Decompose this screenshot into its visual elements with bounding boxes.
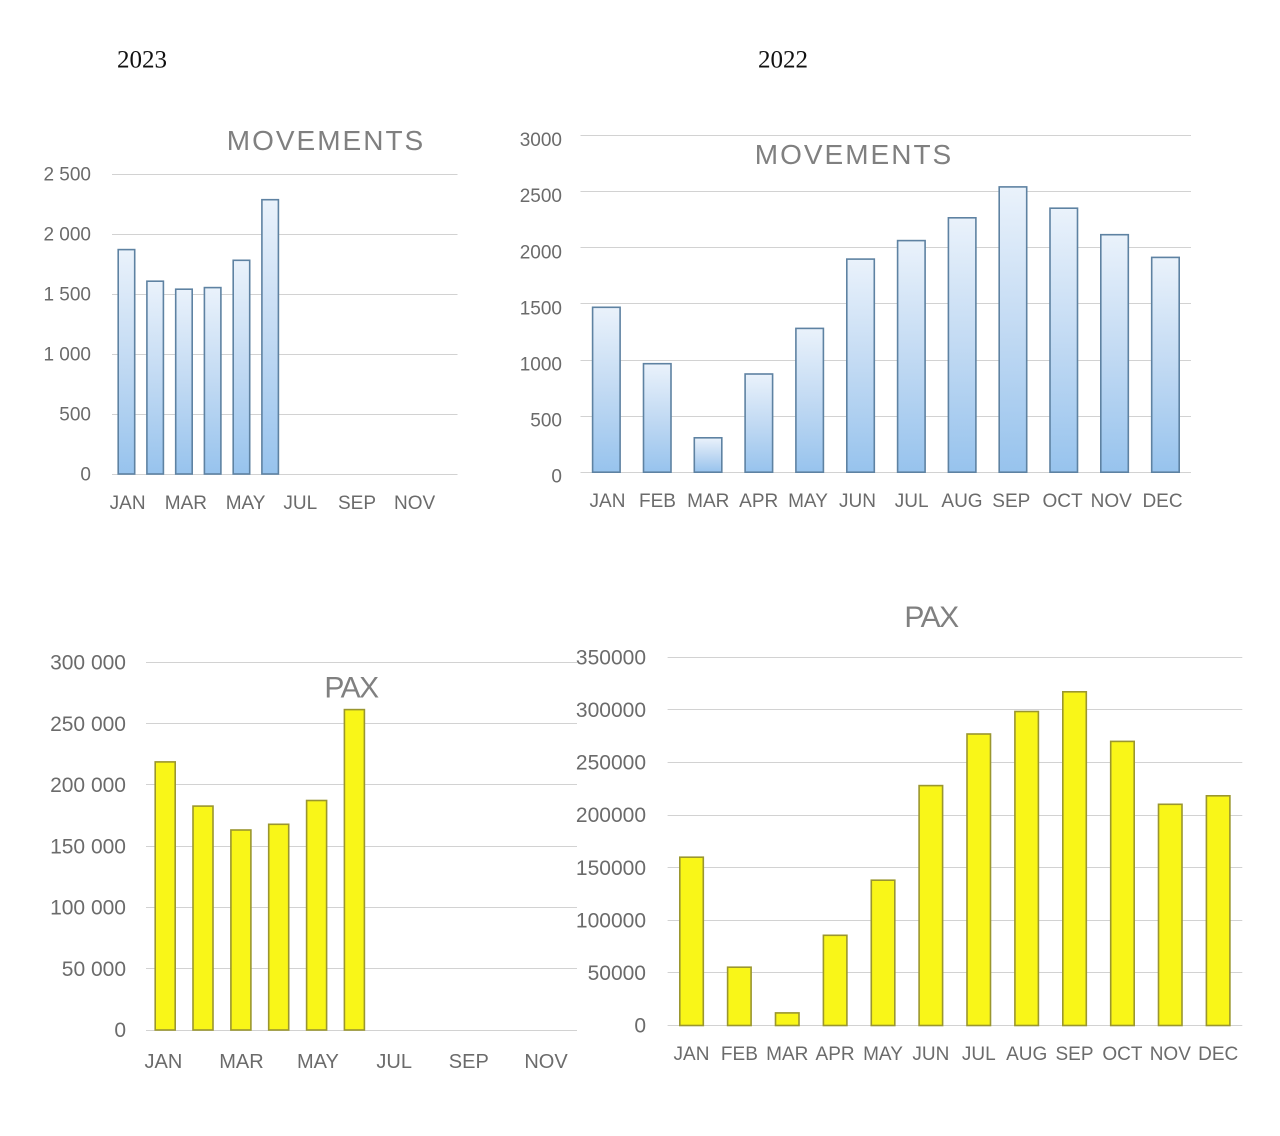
svg-text:JUN: JUN bbox=[912, 1044, 949, 1065]
svg-text:0: 0 bbox=[634, 1015, 646, 1038]
svg-text:2022: 2022 bbox=[758, 47, 808, 74]
svg-text:JUL: JUL bbox=[962, 1044, 996, 1065]
svg-text:DEC: DEC bbox=[1142, 491, 1182, 512]
svg-text:2000: 2000 bbox=[520, 242, 562, 263]
svg-text:AUG: AUG bbox=[1006, 1044, 1047, 1065]
svg-text:JAN: JAN bbox=[674, 1044, 710, 1065]
svg-text:MAR: MAR bbox=[766, 1044, 808, 1065]
svg-text:FEB: FEB bbox=[639, 491, 676, 512]
svg-text:OCT: OCT bbox=[1042, 491, 1083, 512]
svg-text:0: 0 bbox=[80, 465, 91, 486]
svg-text:MAY: MAY bbox=[226, 493, 266, 514]
svg-text:APR: APR bbox=[816, 1044, 855, 1065]
svg-text:200000: 200000 bbox=[576, 804, 646, 827]
svg-text:JAN: JAN bbox=[110, 493, 146, 514]
svg-text:100000: 100000 bbox=[576, 909, 646, 932]
svg-text:PAX: PAX bbox=[324, 672, 379, 705]
svg-text:AUG: AUG bbox=[941, 491, 982, 512]
svg-text:NOV: NOV bbox=[1091, 491, 1133, 512]
svg-text:50000: 50000 bbox=[588, 962, 646, 985]
svg-text:NOV: NOV bbox=[1150, 1044, 1192, 1065]
svg-text:500: 500 bbox=[530, 411, 562, 432]
svg-text:JUL: JUL bbox=[895, 491, 929, 512]
svg-text:0: 0 bbox=[114, 1019, 126, 1042]
svg-text:MAR: MAR bbox=[219, 1051, 263, 1073]
svg-text:SEP: SEP bbox=[1055, 1044, 1093, 1065]
svg-text:MOVEMENTS: MOVEMENTS bbox=[227, 125, 425, 156]
svg-text:DEC: DEC bbox=[1198, 1044, 1238, 1065]
svg-text:2023: 2023 bbox=[117, 47, 167, 74]
svg-text:APR: APR bbox=[739, 491, 778, 512]
svg-text:350000: 350000 bbox=[576, 646, 646, 669]
svg-text:500: 500 bbox=[59, 405, 91, 426]
svg-text:MAY: MAY bbox=[297, 1051, 339, 1073]
svg-text:JAN: JAN bbox=[590, 491, 626, 512]
svg-text:2 000: 2 000 bbox=[43, 225, 91, 246]
svg-text:MAR: MAR bbox=[687, 491, 729, 512]
svg-text:250000: 250000 bbox=[576, 752, 646, 775]
svg-text:JUN: JUN bbox=[839, 491, 876, 512]
svg-text:JUL: JUL bbox=[283, 493, 317, 514]
svg-text:OCT: OCT bbox=[1102, 1044, 1143, 1065]
svg-text:300000: 300000 bbox=[576, 699, 646, 722]
svg-text:SEP: SEP bbox=[338, 493, 376, 514]
svg-text:2 500: 2 500 bbox=[43, 165, 91, 186]
svg-text:300 000: 300 000 bbox=[50, 652, 126, 675]
svg-text:NOV: NOV bbox=[524, 1051, 568, 1073]
svg-text:FEB: FEB bbox=[721, 1044, 758, 1065]
svg-text:PAX: PAX bbox=[904, 601, 959, 634]
svg-text:150000: 150000 bbox=[576, 857, 646, 880]
svg-text:1 000: 1 000 bbox=[43, 345, 91, 366]
svg-text:250 000: 250 000 bbox=[50, 713, 126, 736]
svg-text:50 000: 50 000 bbox=[62, 958, 126, 981]
svg-text:1000: 1000 bbox=[520, 355, 562, 376]
svg-text:MAY: MAY bbox=[788, 491, 828, 512]
svg-text:100 000: 100 000 bbox=[50, 897, 126, 920]
svg-text:SEP: SEP bbox=[992, 491, 1030, 512]
svg-text:JUL: JUL bbox=[376, 1051, 412, 1073]
svg-text:MAR: MAR bbox=[165, 493, 207, 514]
svg-text:MAY: MAY bbox=[863, 1044, 903, 1065]
svg-text:0: 0 bbox=[551, 467, 562, 488]
svg-text:150 000: 150 000 bbox=[50, 835, 126, 858]
svg-text:1500: 1500 bbox=[520, 298, 562, 319]
svg-text:SEP: SEP bbox=[449, 1051, 489, 1073]
svg-text:1 500: 1 500 bbox=[43, 285, 91, 306]
svg-text:JAN: JAN bbox=[145, 1051, 183, 1073]
svg-text:2500: 2500 bbox=[520, 186, 562, 207]
svg-text:200 000: 200 000 bbox=[50, 774, 126, 797]
svg-text:MOVEMENTS: MOVEMENTS bbox=[755, 139, 953, 170]
svg-text:NOV: NOV bbox=[394, 493, 436, 514]
svg-text:3000: 3000 bbox=[520, 130, 562, 151]
